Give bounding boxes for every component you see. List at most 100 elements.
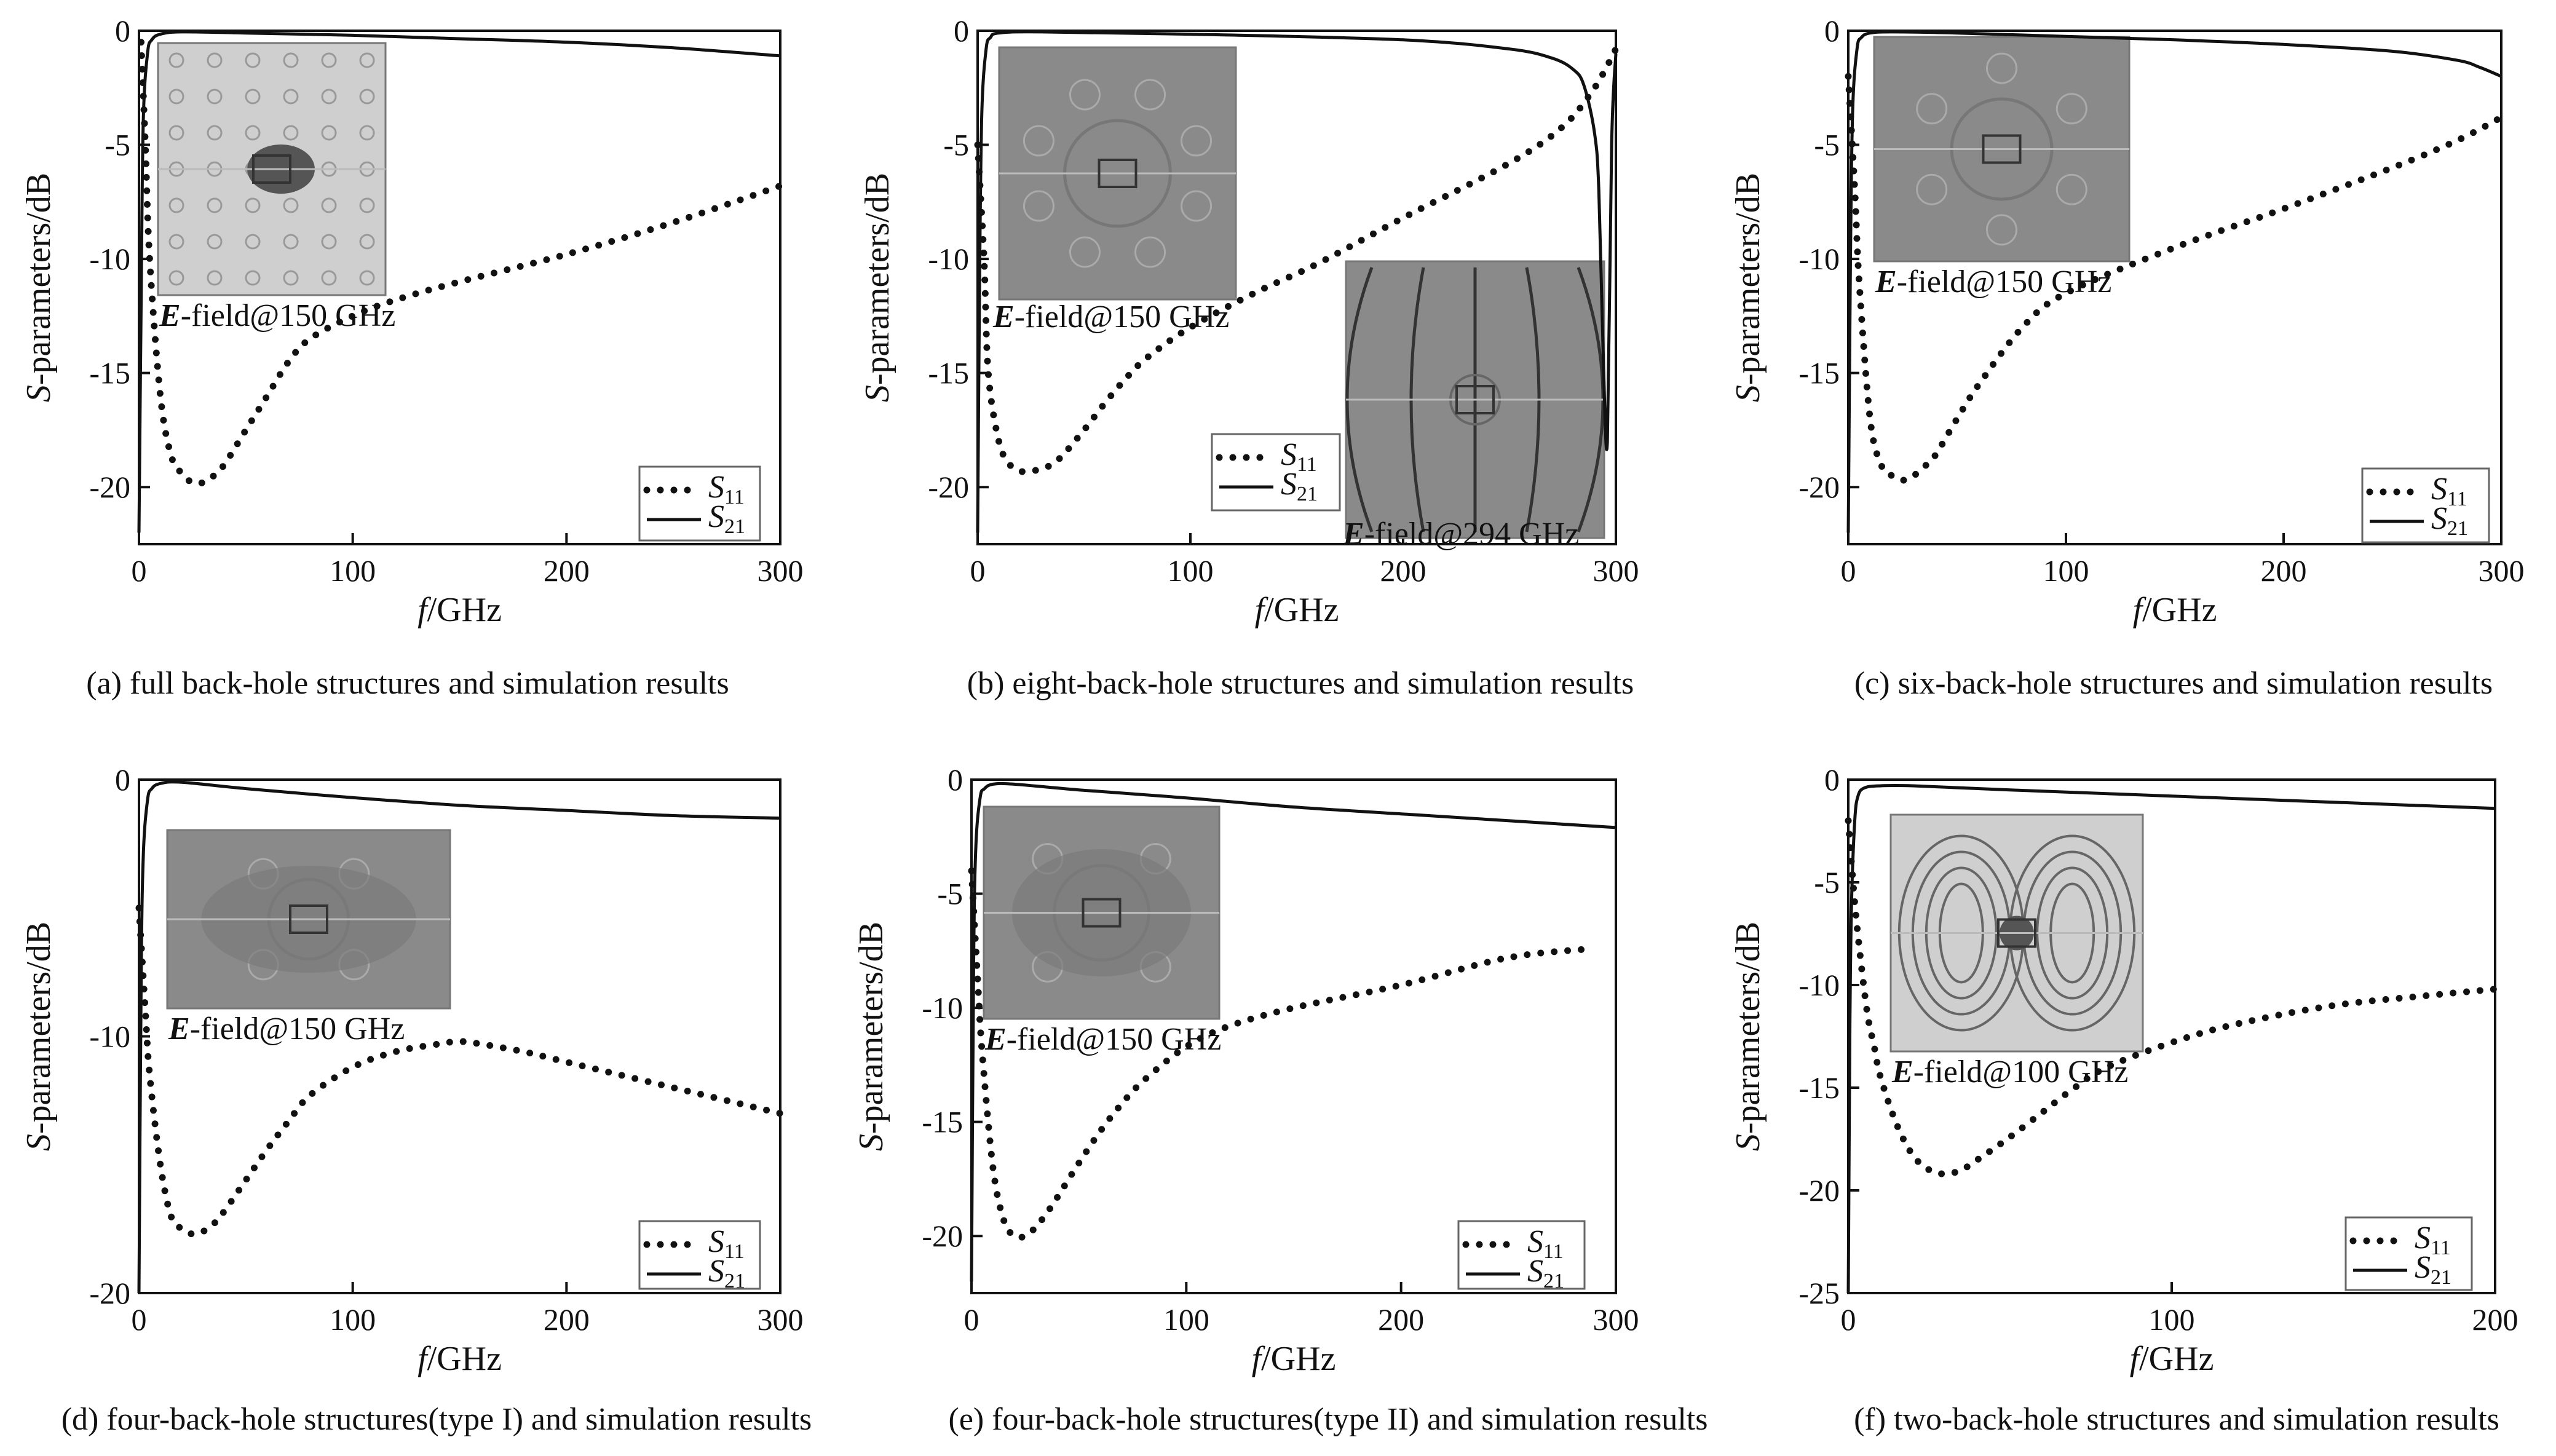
legend-label-s11: S11 xyxy=(708,470,745,508)
inset-via-hole xyxy=(321,234,337,250)
legend-symbol: S xyxy=(1281,437,1297,472)
inset-via-hole xyxy=(359,89,375,105)
y-tick-label: -15 xyxy=(1798,356,1840,390)
inset-via-hole xyxy=(168,125,184,141)
legend-label-s11: S11 xyxy=(1527,1224,1564,1263)
legend-symbol: S xyxy=(1527,1254,1543,1289)
inset-via-hole xyxy=(1069,79,1101,111)
inset-label-letter: E xyxy=(1342,516,1364,552)
inset-via-hole xyxy=(245,89,261,105)
inset-via-hole xyxy=(168,270,184,286)
x-axis-title-unit: /GHz xyxy=(427,1340,502,1378)
legend-box xyxy=(2344,1216,2473,1291)
y-tick-label: -10 xyxy=(89,242,130,276)
inset-port xyxy=(1997,918,2036,948)
panel-caption: (c) six-back-hole structures and simulat… xyxy=(1854,666,2493,701)
inset-via-hole xyxy=(283,125,299,141)
inset-via-hole xyxy=(207,234,223,250)
field-inset xyxy=(1873,36,2131,263)
legend-subscript: 21 xyxy=(1543,1270,1564,1292)
inset-label-rest: -field@150 GHz xyxy=(181,298,396,333)
inset-caption-2: E-field@294 GHz xyxy=(1342,516,1579,552)
inset-label-rest: -field@150 GHz xyxy=(1007,1022,1222,1057)
inset-via-hole xyxy=(359,270,375,286)
inset-via-hole xyxy=(321,197,337,213)
inset-via-hole xyxy=(168,89,184,105)
inset-via-hole xyxy=(1181,125,1213,157)
inset-via-hole xyxy=(2055,173,2087,205)
inset-label-rest: -field@100 GHz xyxy=(1913,1054,2129,1090)
y-tick-label: -10 xyxy=(1798,968,1840,1002)
legend-box xyxy=(1211,433,1341,512)
inset-via-hole xyxy=(283,52,299,68)
y-axis-title: S-parameters/dB xyxy=(1729,173,1767,402)
legend-symbol: S xyxy=(2415,1221,2431,1256)
chart-panel-c: 0 100 200 3000-5-10-15-20f/GHzS-parameters/… xyxy=(1729,14,2525,701)
inset-via-hole xyxy=(245,52,261,68)
inset-label-letter: E xyxy=(992,299,1015,334)
x-tick-label: 300 xyxy=(758,1302,804,1337)
legend-subscript: 21 xyxy=(2447,517,2468,540)
inset-via-hole xyxy=(1916,93,1948,125)
x-axis-title: f/GHz xyxy=(417,591,502,629)
y-tick-label: -5 xyxy=(1814,865,1840,900)
y-tick-label: 0 xyxy=(948,762,963,797)
field-inset xyxy=(166,829,451,1010)
series-s11-curve xyxy=(138,39,784,487)
legend-symbol: S xyxy=(708,1224,724,1259)
x-tick-label: 100 xyxy=(2043,553,2089,588)
legend-subscript: 11 xyxy=(724,1240,745,1263)
chart-panel-a: 0 100 200 3000-5-10-15-20f/GHzS-parameters/… xyxy=(20,14,804,701)
y-axis-title: S-parameters/dB xyxy=(20,173,58,402)
legend-subscript: 21 xyxy=(2431,1266,2451,1289)
y-axis-title: S-parameters/dB xyxy=(20,922,58,1151)
y-tick-label: -20 xyxy=(89,1276,130,1310)
legend-symbol: S xyxy=(1281,467,1297,502)
field-inset xyxy=(983,805,1221,1020)
legend-symbol: S xyxy=(708,470,724,505)
series-s21-curve xyxy=(137,780,781,1294)
y-tick-label: -5 xyxy=(1814,128,1840,162)
chart-panel-f: 0 100 2000-5-10-15-20-25f/GHzS-parameters/… xyxy=(1729,762,2518,1437)
series-s21-curve xyxy=(976,30,1618,533)
plot-frame xyxy=(1847,30,2503,545)
inset-via-hole xyxy=(1069,236,1101,268)
y-tick-label: -5 xyxy=(937,877,963,911)
inset-via-hole xyxy=(1134,79,1166,111)
series-s21-curve xyxy=(1846,783,2496,1294)
x-axis-title-unit: /GHz xyxy=(427,591,502,629)
legend-subscript: 11 xyxy=(2447,488,2467,510)
legend-subscript: 21 xyxy=(1297,483,1318,505)
inset-via-hole xyxy=(245,125,261,141)
inset-via-hole xyxy=(1134,236,1166,268)
y-tick-label: -10 xyxy=(922,991,963,1025)
legend-label-s21: S21 xyxy=(2415,1250,2451,1289)
legend-symbol: S xyxy=(2431,472,2447,507)
x-axis-title-unit: /GHz xyxy=(2139,1340,2214,1378)
inset-port xyxy=(1455,385,1495,414)
y-tick-label: 0 xyxy=(954,14,969,48)
x-tick-label: 100 xyxy=(330,1302,376,1337)
y-tick-label: -10 xyxy=(89,1019,130,1054)
panel-caption: (f) two-back-hole structures and simulat… xyxy=(1854,1402,2499,1437)
inset-via-hole xyxy=(321,52,337,68)
x-tick-label: 100 xyxy=(1168,553,1214,588)
x-tick-label: 100 xyxy=(330,553,376,588)
inset-via-hole xyxy=(207,197,223,213)
x-tick-label: 100 xyxy=(1163,1302,1209,1337)
inset-via-hole xyxy=(283,234,299,250)
field-inset xyxy=(1889,813,2144,1053)
inset-via-hole xyxy=(207,52,223,68)
series-s21-curve xyxy=(1846,30,2502,533)
panel-caption: (a) full back-hole structures and simula… xyxy=(86,666,729,701)
series-s21-curve xyxy=(970,781,1616,1282)
inset-label-letter: E xyxy=(159,298,181,333)
inset-via-hole xyxy=(245,270,261,286)
legend-label-s11: S11 xyxy=(2415,1221,2451,1259)
y-tick-label: -10 xyxy=(1798,242,1840,276)
inset-via-hole xyxy=(1023,125,1054,157)
series-s11-curve xyxy=(1845,817,2499,1177)
x-axis-title-unit: /GHz xyxy=(1264,591,1339,629)
